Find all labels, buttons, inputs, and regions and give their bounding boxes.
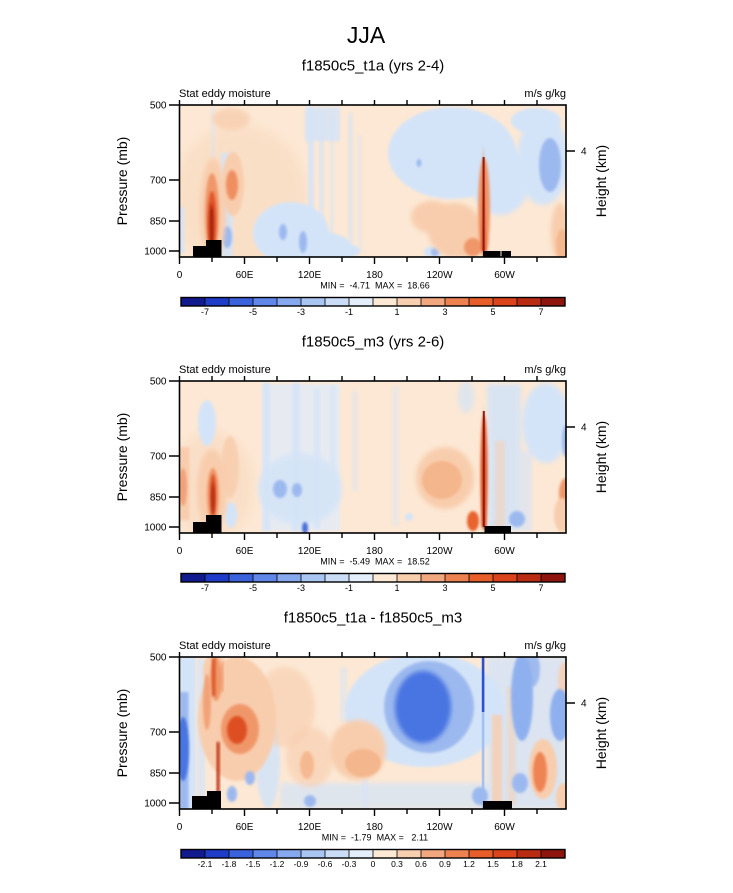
svg-text:-1.2: -1.2 [270, 859, 285, 869]
svg-text:500: 500 [150, 377, 167, 388]
svg-text:120E: 120E [298, 822, 322, 833]
svg-text:60E: 60E [236, 822, 254, 833]
svg-text:-7: -7 [201, 583, 209, 593]
svg-text:f1850c5_t1a - f1850c5_m3: f1850c5_t1a - f1850c5_m3 [284, 610, 462, 627]
svg-text:-1: -1 [345, 307, 353, 317]
svg-text:-5: -5 [249, 583, 257, 593]
svg-text:Height (km): Height (km) [593, 697, 609, 769]
svg-text:1000: 1000 [144, 799, 167, 810]
svg-text:Stat eddy moisture: Stat eddy moisture [179, 640, 271, 652]
svg-text:850: 850 [150, 217, 167, 228]
svg-text:850: 850 [150, 769, 167, 780]
svg-text:3: 3 [442, 583, 447, 593]
svg-text:120W: 120W [426, 546, 453, 557]
svg-text:-5: -5 [249, 307, 257, 317]
svg-text:1000: 1000 [144, 523, 167, 534]
svg-text:MIN = -1.79 MAX = 2.11: MIN = -1.79 MAX = 2.11 [322, 833, 428, 843]
svg-text:Stat eddy moisture: Stat eddy moisture [179, 364, 271, 376]
svg-text:180: 180 [366, 546, 383, 557]
svg-text:Pressure (mb): Pressure (mb) [114, 137, 130, 226]
svg-text:JJA: JJA [347, 22, 386, 48]
svg-text:0: 0 [177, 270, 183, 281]
svg-text:-7: -7 [201, 307, 209, 317]
svg-text:120E: 120E [298, 546, 322, 557]
svg-text:7: 7 [538, 583, 543, 593]
svg-text:-1.5: -1.5 [246, 859, 261, 869]
svg-text:1: 1 [394, 583, 399, 593]
svg-text:-1.8: -1.8 [222, 859, 237, 869]
svg-text:60E: 60E [236, 546, 254, 557]
svg-text:-1: -1 [345, 583, 353, 593]
svg-text:MIN = -5.49 MAX = 18.52: MIN = -5.49 MAX = 18.52 [320, 557, 430, 567]
svg-text:120E: 120E [298, 270, 322, 281]
svg-text:m/s g/kg: m/s g/kg [524, 640, 566, 652]
svg-text:60W: 60W [494, 270, 515, 281]
svg-text:1.2: 1.2 [463, 859, 475, 869]
svg-text:Pressure (mb): Pressure (mb) [114, 689, 130, 778]
svg-text:3: 3 [442, 307, 447, 317]
svg-text:2.1: 2.1 [535, 859, 547, 869]
svg-text:120W: 120W [426, 822, 453, 833]
svg-text:Pressure (mb): Pressure (mb) [114, 413, 130, 502]
svg-text:0.9: 0.9 [439, 859, 451, 869]
svg-text:Height (km): Height (km) [593, 421, 609, 493]
svg-text:700: 700 [150, 728, 167, 739]
svg-text:500: 500 [150, 101, 167, 112]
svg-text:60W: 60W [494, 546, 515, 557]
svg-text:f1850c5_t1a (yrs 2-4): f1850c5_t1a (yrs 2-4) [302, 58, 445, 75]
svg-text:4: 4 [581, 147, 587, 158]
svg-text:5: 5 [490, 583, 495, 593]
svg-text:m/s g/kg: m/s g/kg [524, 364, 566, 376]
svg-text:1.5: 1.5 [487, 859, 499, 869]
svg-text:700: 700 [150, 176, 167, 187]
svg-text:f1850c5_m3 (yrs 2-6): f1850c5_m3 (yrs 2-6) [302, 334, 445, 351]
svg-text:4: 4 [581, 423, 587, 434]
svg-text:4: 4 [581, 699, 587, 710]
svg-text:Stat eddy moisture: Stat eddy moisture [179, 88, 271, 100]
svg-text:5: 5 [490, 307, 495, 317]
svg-text:500: 500 [150, 653, 167, 664]
svg-text:-3: -3 [297, 307, 305, 317]
svg-text:180: 180 [366, 822, 383, 833]
svg-text:0: 0 [371, 859, 376, 869]
svg-text:0: 0 [177, 822, 183, 833]
svg-text:1.8: 1.8 [511, 859, 523, 869]
svg-text:850: 850 [150, 493, 167, 504]
svg-text:120W: 120W [426, 270, 453, 281]
svg-text:7: 7 [538, 307, 543, 317]
svg-text:0.6: 0.6 [415, 859, 427, 869]
svg-text:MIN = -4.71 MAX = 18.66: MIN = -4.71 MAX = 18.66 [320, 281, 430, 291]
svg-text:-3: -3 [297, 583, 305, 593]
svg-text:700: 700 [150, 452, 167, 463]
svg-text:1000: 1000 [144, 247, 167, 258]
svg-text:180: 180 [366, 270, 383, 281]
svg-text:60W: 60W [494, 822, 515, 833]
svg-text:-2.1: -2.1 [198, 859, 213, 869]
svg-text:m/s g/kg: m/s g/kg [524, 88, 566, 100]
svg-text:-0.3: -0.3 [342, 859, 357, 869]
svg-text:1: 1 [394, 307, 399, 317]
svg-text:0.3: 0.3 [391, 859, 403, 869]
svg-text:-0.6: -0.6 [318, 859, 333, 869]
svg-text:Height (km): Height (km) [593, 145, 609, 217]
svg-text:0: 0 [177, 546, 183, 557]
svg-text:60E: 60E [236, 270, 254, 281]
svg-text:-0.9: -0.9 [294, 859, 309, 869]
